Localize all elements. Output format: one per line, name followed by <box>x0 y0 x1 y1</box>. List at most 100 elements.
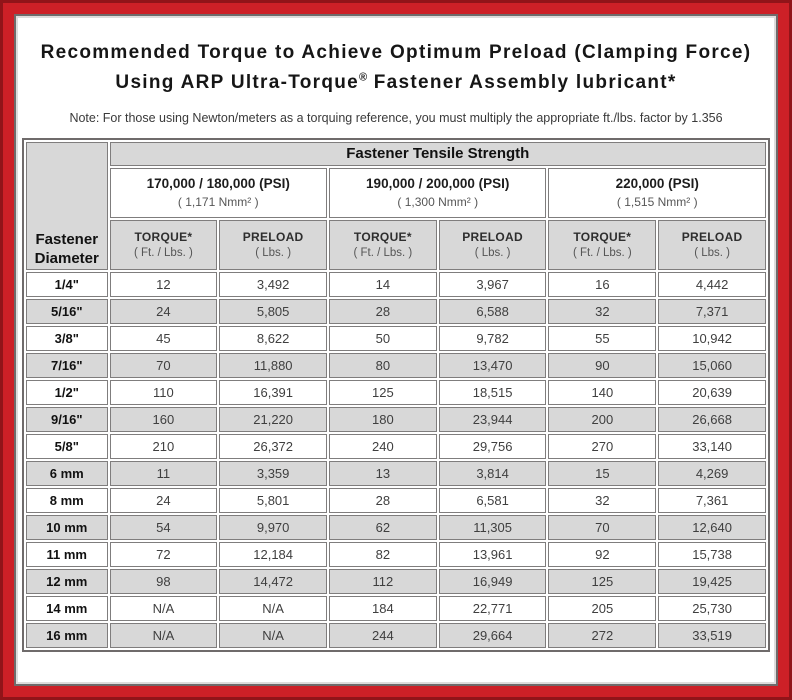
value-cell: 7,361 <box>658 487 766 513</box>
value-cell: 125 <box>548 568 657 594</box>
table-row: 5/16" 24 5,805 28 6,588 32 7,371 <box>26 298 766 324</box>
value-cell: 160 <box>109 406 218 432</box>
torque-column-header-label: TORQUE* <box>573 230 632 245</box>
table-row: 16 mm N/A N/A 244 29,664 272 33,519 <box>26 622 766 648</box>
diameter-cell: 3/8" <box>26 325 108 351</box>
value-cell: 22,771 <box>438 595 547 621</box>
value-cell: 244 <box>329 622 437 648</box>
torque-column-header-unit: ( Ft. / Lbs. ) <box>353 247 413 260</box>
value-cell: 26,668 <box>658 406 766 432</box>
value-cell: 3,359 <box>219 460 327 486</box>
value-cell: 270 <box>548 433 657 459</box>
value-cell: 16,949 <box>438 568 547 594</box>
value-cell: 13,961 <box>438 541 547 567</box>
table-row: 12 mm 98 14,472 112 16,949 125 19,425 <box>26 568 766 594</box>
strength-psi-label: 220,000 (PSI) <box>615 176 699 192</box>
table-row: 1/2" 110 16,391 125 18,515 140 20,639 <box>26 379 766 405</box>
diameter-cell: 1/4" <box>26 271 108 297</box>
value-cell: N/A <box>109 595 218 621</box>
diameter-cell: 14 mm <box>26 595 108 621</box>
value-cell: 140 <box>548 379 657 405</box>
value-cell: 50 <box>329 325 437 351</box>
value-cell: 180 <box>329 406 437 432</box>
value-cell: 12 <box>109 271 218 297</box>
value-cell: 72 <box>109 541 218 567</box>
title-line-2-rest: Fastener Assembly lubricant* <box>367 72 677 94</box>
value-cell: 11,880 <box>219 352 327 378</box>
value-cell: 3,492 <box>219 271 327 297</box>
strength-psi-label: 190,000 / 200,000 (PSI) <box>366 176 510 192</box>
diameter-cell: 7/16" <box>26 352 108 378</box>
value-cell: 80 <box>329 352 437 378</box>
table-row: 14 mm N/A N/A 184 22,771 205 25,730 <box>26 595 766 621</box>
value-cell: 33,519 <box>658 622 766 648</box>
psi-header-row: 170,000 / 180,000 (PSI) ( 1,171 Nmm² ) 190… <box>26 167 766 218</box>
value-cell: 200 <box>548 406 657 432</box>
diameter-cell: 16 mm <box>26 622 108 648</box>
value-cell: 28 <box>329 487 437 513</box>
fastener-diameter-header-line2: Diameter <box>34 250 99 268</box>
value-cell: 125 <box>329 379 437 405</box>
title-line-1: Recommended Torque to Achieve Optimum Pr… <box>40 42 752 63</box>
diameter-cell: 12 mm <box>26 568 108 594</box>
diameter-cell: 10 mm <box>26 514 108 540</box>
note-text: Note: For those using Newton/meters as a… <box>69 110 723 125</box>
preload-column-header-label: PRELOAD <box>242 230 304 245</box>
value-cell: 24 <box>109 487 218 513</box>
value-cell: 11,305 <box>438 514 547 540</box>
value-cell: 7,371 <box>658 298 766 324</box>
value-cell: 5,805 <box>219 298 327 324</box>
value-cell: 14,472 <box>219 568 327 594</box>
table-row: 10 mm 54 9,970 62 11,305 70 12,640 <box>26 514 766 540</box>
value-cell: 32 <box>548 298 657 324</box>
value-cell: 18,515 <box>438 379 547 405</box>
value-cell: 6,588 <box>438 298 547 324</box>
value-cell: 20,639 <box>658 379 766 405</box>
value-cell: 92 <box>548 541 657 567</box>
table-row: 8 mm 24 5,801 28 6,581 32 7,361 <box>26 487 766 513</box>
strength-nmm-label: ( 1,171 Nmm² ) <box>177 195 259 210</box>
value-cell: N/A <box>109 622 218 648</box>
tensile-strength-header: Fastener Tensile Strength <box>109 141 766 166</box>
fastener-diameter-header-line1: Fastener <box>35 230 99 248</box>
value-cell: 11 <box>109 460 218 486</box>
value-cell: 23,944 <box>438 406 547 432</box>
tensile-strength-header-row: Fastener Diameter Fastener Tensile Stren… <box>26 141 766 270</box>
table-body: 1/4" 12 3,492 14 3,967 16 4,442 5/16" 24 5,805 28 6… <box>26 271 766 648</box>
diameter-cell: 11 mm <box>26 541 108 567</box>
value-cell: 14 <box>329 271 437 297</box>
value-cell: 6,581 <box>438 487 547 513</box>
value-cell: 3,814 <box>438 460 547 486</box>
preload-column-header: PRELOAD ( Lbs. ) <box>219 219 327 270</box>
value-cell: 26,372 <box>219 433 327 459</box>
strength-group-header: 170,000 / 180,000 (PSI) ( 1,171 Nmm² ) <box>109 167 327 218</box>
value-cell: 55 <box>548 325 657 351</box>
table-row: 5/8" 210 26,372 240 29,756 270 33,140 <box>26 433 766 459</box>
torque-column-header-unit: ( Ft. / Lbs. ) <box>572 247 632 260</box>
value-cell: 240 <box>329 433 437 459</box>
title-line-2: Using ARP Ultra-Torque® Fastener Assembl… <box>22 68 770 98</box>
value-cell: 82 <box>329 541 437 567</box>
value-cell: 45 <box>109 325 218 351</box>
torque-column-header: TORQUE* ( Ft. / Lbs. ) <box>109 219 218 270</box>
value-cell: 4,269 <box>658 460 766 486</box>
table-row: 11 mm 72 12,184 82 13,961 92 15,738 <box>26 541 766 567</box>
preload-column-header-unit: ( Lbs. ) <box>474 247 511 260</box>
table-row: 6 mm 11 3,359 13 3,814 15 4,269 <box>26 460 766 486</box>
diameter-cell: 5/8" <box>26 433 108 459</box>
value-cell: 70 <box>109 352 218 378</box>
value-cell: 24 <box>109 298 218 324</box>
value-cell: 19,425 <box>658 568 766 594</box>
value-cell: 25,730 <box>658 595 766 621</box>
page-title: Recommended Torque to Achieve Optimum Pr… <box>22 38 770 99</box>
torque-column-header-label: TORQUE* <box>134 230 193 245</box>
diameter-cell: 9/16" <box>26 406 108 432</box>
value-cell: 15,738 <box>658 541 766 567</box>
value-cell: 54 <box>109 514 218 540</box>
value-cell: 90 <box>548 352 657 378</box>
value-cell: 272 <box>548 622 657 648</box>
value-cell: 16 <box>548 271 657 297</box>
value-cell: 4,442 <box>658 271 766 297</box>
preload-column-header-unit: ( Lbs. ) <box>255 247 292 260</box>
